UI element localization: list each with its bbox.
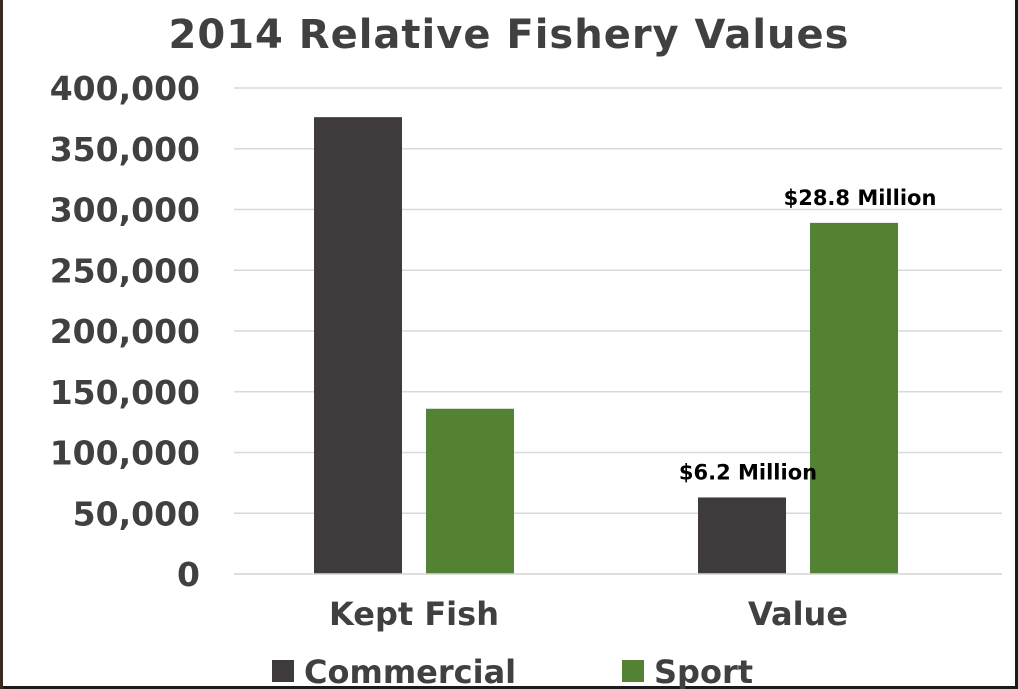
x-category-label: Value [748, 595, 848, 633]
y-tick-label: 250,000 [50, 251, 200, 290]
legend-swatch-commercial [272, 660, 294, 682]
x-category-label: Kept Fish [329, 595, 499, 633]
y-tick-label: 150,000 [50, 373, 200, 412]
chart-title: 2014 Relative Fishery Values [168, 12, 850, 58]
y-tick-label: 100,000 [50, 434, 200, 473]
bar-commercial-kept-fish [314, 117, 402, 574]
legend-label-commercial: Commercial [304, 653, 516, 689]
legend-swatch-sport [622, 660, 644, 682]
y-tick-label: 400,000 [50, 69, 200, 108]
y-tick-label: 50,000 [73, 494, 200, 533]
bar-sport-value [810, 222, 898, 575]
bar-commercial-value [698, 497, 786, 574]
bar-sport-kept-fish [426, 408, 514, 574]
data-label: $6.2 Million [679, 460, 817, 484]
y-tick-label: 0 [177, 555, 200, 594]
y-tick-label: 300,000 [50, 191, 200, 230]
legend-label-sport: Sport [654, 653, 753, 689]
y-tick-label: 350,000 [50, 130, 200, 169]
y-tick-label: 200,000 [50, 312, 200, 351]
data-label: $28.8 Million [784, 186, 937, 210]
